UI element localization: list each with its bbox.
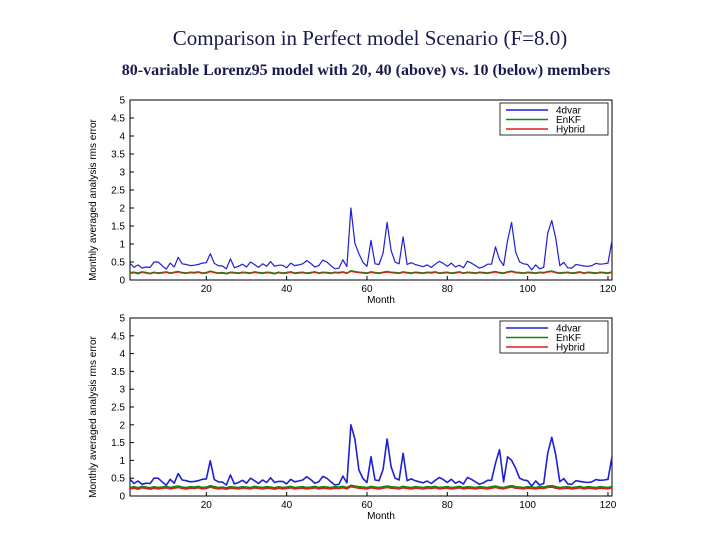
y-tick-label: 2.5 <box>111 403 125 414</box>
x-tick-label: 100 <box>519 500 536 511</box>
x-tick-label: 80 <box>442 284 454 295</box>
series-line-hybrid <box>129 270 613 275</box>
y-tick-label: 1 <box>119 240 125 251</box>
y-tick-label: 2 <box>119 204 125 215</box>
legend-label-hybrid: Hybrid <box>556 125 585 136</box>
y-tick-label: 0.5 <box>111 258 125 269</box>
slide-subtitle: 80-variable Lorenz95 model with 20, 40 (… <box>121 62 611 79</box>
y-tick-label: 3 <box>119 168 125 179</box>
y-tick-label: 4 <box>119 132 125 143</box>
series-line-4dvar <box>129 207 613 271</box>
x-tick-label: 100 <box>519 284 536 295</box>
x-tick-label: 20 <box>201 500 213 511</box>
y-tick-label: 4 <box>119 349 125 360</box>
y-axis-label: Monthly averaged analysis rms error <box>88 335 99 497</box>
y-tick-label: 1.5 <box>111 438 125 449</box>
y-tick-label: 4.5 <box>111 331 125 342</box>
series-line-4dvar <box>129 424 613 487</box>
series-line-enkf <box>129 484 613 489</box>
legend-label-4dvar: 4dvar <box>556 324 582 335</box>
x-tick-label: 120 <box>600 500 617 511</box>
y-tick-label: 1.5 <box>111 222 125 233</box>
y-tick-label: 3.5 <box>111 367 125 378</box>
x-axis-label: Month <box>367 295 395 306</box>
legend-label-enkf: EnKF <box>556 333 581 344</box>
x-tick-label: 80 <box>442 500 454 511</box>
y-tick-label: 4.5 <box>111 114 125 125</box>
legend-label-enkf: EnKF <box>556 115 581 126</box>
series-line-hybrid <box>129 485 613 490</box>
y-tick-label: 5 <box>119 314 125 325</box>
y-tick-label: 3.5 <box>111 150 125 161</box>
x-tick-label: 120 <box>600 284 617 295</box>
legend-label-4dvar: 4dvar <box>556 106 582 117</box>
y-tick-label: 0 <box>119 276 125 287</box>
y-axis-label: Monthly averaged analysis rms error <box>88 118 99 280</box>
chart-bottom: 0 0.5 1 1.5 2 2.5 3 3.5 4 4.5 5 20 40 60 80 100 120 Month… <box>88 314 617 523</box>
y-tick-label: 2.5 <box>111 186 125 197</box>
series-line-enkf <box>129 270 613 274</box>
chart-top: 0 0.5 1 1.5 2 2.5 3 3.5 4 4.5 5 20 40 60 80 100 120 Month… <box>88 96 617 307</box>
x-tick-label: 40 <box>281 284 293 295</box>
y-tick-label: 2 <box>119 420 125 431</box>
y-tick-label: 1 <box>119 456 125 467</box>
slide-title: Comparison in Perfect model Scenario (F=… <box>172 26 568 50</box>
y-tick-label: 3 <box>119 385 125 396</box>
legend-label-hybrid: Hybrid <box>556 343 585 354</box>
y-tick-label: 0.5 <box>111 474 125 485</box>
x-tick-label: 60 <box>361 284 373 295</box>
x-tick-label: 60 <box>361 500 373 511</box>
x-tick-label: 40 <box>281 500 293 511</box>
y-tick-label: 5 <box>119 96 125 107</box>
x-axis-label: Month <box>367 511 395 522</box>
x-tick-label: 20 <box>201 284 213 295</box>
y-tick-label: 0 <box>119 492 125 503</box>
